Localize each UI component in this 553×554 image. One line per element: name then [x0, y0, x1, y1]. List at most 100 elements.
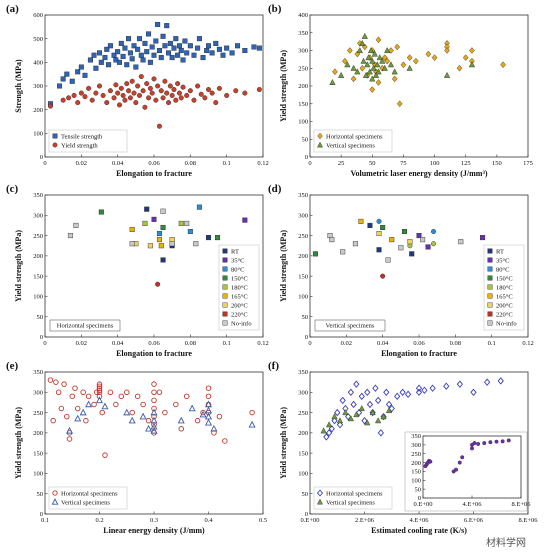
- panel-f-point: [353, 411, 360, 418]
- panel-b-point: [359, 39, 366, 46]
- panel-e-point: [249, 409, 255, 416]
- panel-a-point: [196, 36, 202, 42]
- panel-a-point: [135, 46, 141, 52]
- panel-b-legend-box: [313, 129, 393, 153]
- panel-f-point: [484, 378, 491, 386]
- panel-a-point: [184, 92, 190, 98]
- panel-a-point: [133, 64, 139, 70]
- panel-c-point: [155, 281, 161, 287]
- panel-a-point: [100, 92, 106, 98]
- panel-a-point: [69, 78, 75, 84]
- panel-a-point: [75, 69, 81, 75]
- panel-e-point: [145, 424, 153, 432]
- panel-a-point: [166, 50, 172, 56]
- panel-a-point: [171, 45, 177, 51]
- panel-b-ytick-label: 250: [298, 65, 308, 72]
- panel-a-point: [151, 52, 157, 58]
- panel-a-point: [162, 43, 168, 49]
- panel-e-point: [113, 401, 119, 408]
- panel-a-point: [195, 83, 201, 89]
- panel-d-legend-label: 35°C: [496, 257, 509, 264]
- panel-d-point: [312, 251, 318, 257]
- panel-f-point: [331, 416, 338, 425]
- panel-a-point: [256, 45, 262, 51]
- panel-c-point: [187, 229, 193, 235]
- panel-c-legend-marker: [222, 266, 228, 272]
- panel-c-ytick-label: 300: [33, 212, 43, 219]
- panel-e-point: [222, 438, 228, 444]
- panel-a-point: [107, 43, 113, 49]
- panel-c-legend-marker: [222, 257, 228, 263]
- panel-d-ytick-label: 300: [298, 212, 308, 219]
- panel-b-point: [406, 64, 413, 71]
- panel-a-ytick-label: 600: [33, 12, 43, 19]
- panel-c-ytick-label: 50: [37, 314, 44, 321]
- panel-d-point: [480, 235, 486, 241]
- panel-c-point: [156, 237, 162, 243]
- panel-f-point: [375, 417, 382, 424]
- panel-b-point: [350, 75, 357, 83]
- panel-d-legend-marker: [487, 302, 493, 308]
- panel-a-point: [180, 57, 186, 63]
- panel-a-point: [256, 87, 262, 93]
- panel-f-xtick-label: 4.E+06: [409, 517, 429, 524]
- panel-b-xlabel: Volumetric laser energy density (J/mm³): [350, 169, 487, 178]
- panel-a-point: [93, 90, 99, 96]
- panel-c-legend-marker: [222, 302, 228, 308]
- panel-a-point: [173, 36, 179, 42]
- panel-f-inset-ytick-label: 300: [411, 442, 421, 449]
- panel-f-point: [364, 419, 371, 426]
- panel-f-point: [421, 386, 428, 394]
- panel-a-point: [153, 97, 159, 103]
- panel-d-point: [401, 229, 407, 235]
- panel-a-point: [155, 21, 161, 27]
- panel-e-point: [129, 409, 135, 416]
- panel-b-legend-marker: [317, 141, 323, 148]
- panel-b-point: [347, 47, 353, 54]
- panel-e-point: [140, 401, 146, 408]
- panel-c-point: [160, 208, 166, 214]
- panel-b-point: [342, 57, 348, 65]
- panel-e-point: [58, 405, 65, 412]
- panel-b-ytick-label: 200: [298, 83, 308, 90]
- panel-d-ytick-label: 0: [305, 334, 308, 341]
- panel-d-ytick-label: 350: [298, 192, 308, 199]
- panel-a-point: [113, 82, 119, 88]
- panel-b-ytick-label: 350: [298, 30, 308, 37]
- panel-a-point: [176, 43, 182, 49]
- panel-d-point: [458, 239, 464, 245]
- panel-e-point: [139, 412, 147, 420]
- panel-f-ytick-label: 250: [298, 410, 308, 417]
- panel-a-point: [176, 90, 182, 96]
- panel-b-point: [371, 50, 378, 57]
- panel-b-point: [361, 32, 368, 39]
- panel-a-point: [146, 31, 152, 37]
- panel-e-point: [150, 408, 158, 416]
- panel-e-ylabel: Yield strength (MPa): [14, 407, 23, 479]
- panel-b-point: [384, 57, 391, 65]
- panel-e-ytick-label: 250: [33, 410, 43, 417]
- panel-a-point: [171, 87, 177, 93]
- panel-e-point: [128, 416, 136, 424]
- panel-e-point: [151, 397, 157, 404]
- panel-c-legend-marker: [222, 284, 228, 290]
- panel-c-ytick-label: 0: [40, 334, 43, 341]
- panel-c-point: [169, 241, 175, 247]
- panel-a-point: [204, 48, 210, 54]
- panel-a-point: [205, 87, 211, 93]
- panel-b-point: [384, 47, 391, 53]
- panel-c-legend-marker: [222, 275, 228, 281]
- panel-a-point: [220, 52, 226, 58]
- panel-c-ytick-label: 150: [33, 273, 43, 280]
- panel-d-legend-label: 80°C: [496, 266, 509, 273]
- panel-f-point: [353, 380, 360, 388]
- panel-c-point: [196, 204, 202, 210]
- panel-e-point: [151, 405, 157, 412]
- panel-f-inset-point: [494, 439, 499, 444]
- panel-a-point: [124, 81, 130, 87]
- panel-d-point: [416, 233, 422, 239]
- panel-b-point: [456, 64, 463, 72]
- panel-a-legend-box: [48, 129, 128, 153]
- panel-a-point: [162, 78, 168, 84]
- panel-d-xtick-label: 0.04: [377, 340, 389, 347]
